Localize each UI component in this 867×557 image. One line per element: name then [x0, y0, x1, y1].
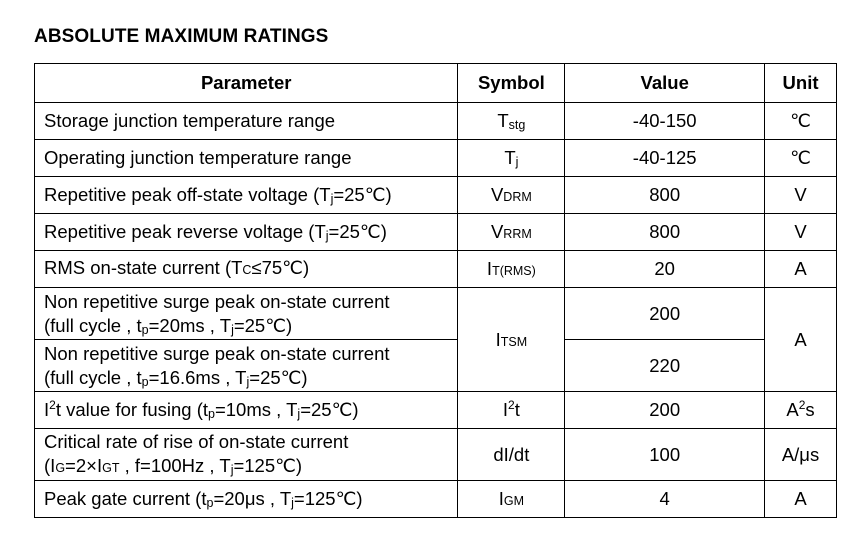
- parameter-cell: Operating junction temperature range: [33, 139, 459, 177]
- value-cell: 800: [564, 176, 766, 214]
- value-cell: 200: [564, 287, 766, 340]
- symbol-cell: Tj: [457, 139, 566, 177]
- unit-cell: V: [764, 176, 837, 214]
- value-cell: 800: [564, 213, 766, 251]
- parameter-cell: Repetitive peak reverse voltage (Tj=25℃): [33, 213, 459, 251]
- value-cell: 220: [564, 339, 766, 392]
- parameter-cell: Non repetitive surge peak on-state curre…: [33, 287, 459, 340]
- table-row: I2t value for fusing (tp=10ms , Tj=25℃) …: [33, 391, 837, 429]
- symbol-cell: dI/dt: [457, 428, 566, 481]
- header-symbol: Symbol: [457, 63, 566, 103]
- unit-cell: V: [764, 213, 837, 251]
- value-cell: 4: [564, 480, 766, 518]
- page-title: ABSOLUTE MAXIMUM RATINGS: [34, 26, 329, 47]
- symbol-cell: IT(RMS): [457, 250, 566, 288]
- table-row: Repetitive peak off-state voltage (Tj=25…: [33, 176, 837, 214]
- table-row: Repetitive peak reverse voltage (Tj=25℃)…: [33, 213, 837, 251]
- table-row: Non repetitive surge peak on-state curre…: [33, 287, 837, 392]
- parameter-cell: Repetitive peak off-state voltage (Tj=25…: [33, 176, 459, 214]
- symbol-cell-itsm: ITSM: [457, 287, 566, 392]
- parameter-cell: Storage junction temperature range: [33, 102, 459, 140]
- value-cell: -40-150: [564, 102, 766, 140]
- parameter-cell: I2t value for fusing (tp=10ms , Tj=25℃): [33, 391, 459, 429]
- table-row: Non repetitive surge peak on-state curre…: [33, 339, 837, 392]
- table-header-row: Parameter Symbol Value Unit: [33, 63, 837, 103]
- table-row: Operating junction temperature range Tj …: [33, 139, 837, 177]
- symbol-cell: IGM: [457, 480, 566, 518]
- unit-cell: A2s: [764, 391, 837, 429]
- value-cell: -40-125: [564, 139, 766, 177]
- parameter-cell: Non repetitive surge peak on-state curre…: [33, 339, 459, 392]
- unit-cell: A: [764, 480, 837, 518]
- value-cell: 100: [564, 428, 766, 481]
- unit-cell: ℃: [764, 102, 837, 140]
- symbol-cell: Tstg: [457, 102, 566, 140]
- unit-cell: A/μs: [764, 428, 837, 481]
- value-cell: 200: [564, 391, 766, 429]
- ratings-table: Parameter Symbol Value Unit Storage junc…: [33, 63, 837, 518]
- header-parameter: Parameter: [33, 63, 459, 103]
- table-row: Critical rate of rise of on-state curren…: [33, 428, 837, 481]
- table-row: Storage junction temperature range Tstg …: [33, 102, 837, 140]
- parameter-cell: Peak gate current (tp=20μs , Tj=125℃): [33, 480, 459, 518]
- unit-cell-itsm: A: [764, 287, 837, 392]
- unit-cell: A: [764, 250, 837, 288]
- parameter-cell: Critical rate of rise of on-state curren…: [33, 428, 459, 481]
- header-value: Value: [564, 63, 766, 103]
- header-unit: Unit: [764, 63, 837, 103]
- value-cell: 20: [564, 250, 766, 288]
- table-row: RMS on-state current (TC≤75℃) IT(RMS) 20…: [33, 250, 837, 288]
- table-row: Peak gate current (tp=20μs , Tj=125℃) IG…: [33, 480, 837, 518]
- parameter-cell: RMS on-state current (TC≤75℃): [33, 250, 459, 288]
- unit-cell: ℃: [764, 139, 837, 177]
- symbol-cell: I2t: [457, 391, 566, 429]
- symbol-cell: VRRM: [457, 213, 566, 251]
- symbol-cell: VDRM: [457, 176, 566, 214]
